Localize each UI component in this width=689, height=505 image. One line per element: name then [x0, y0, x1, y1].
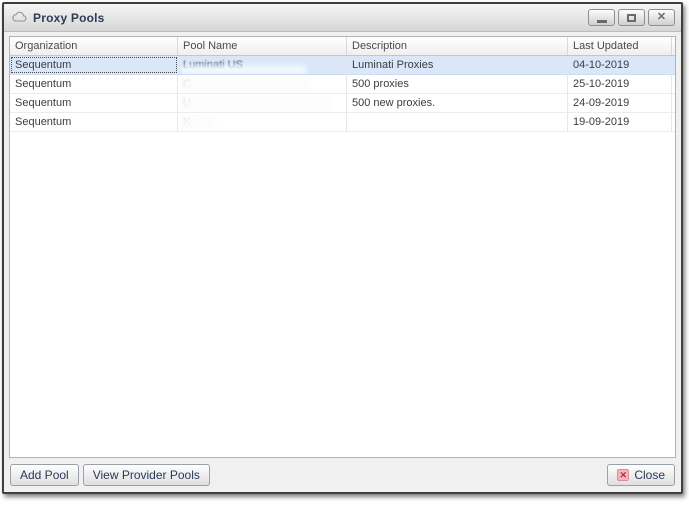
- add-pool-button[interactable]: Add Pool: [10, 464, 79, 486]
- redaction-smudge: [181, 96, 333, 111]
- cell-filler: [672, 113, 675, 131]
- table-row[interactable]: SequentumU500 new proxies.24-09-2019: [10, 94, 675, 113]
- cell-filler: [672, 94, 675, 112]
- table-header-row: Organization Pool Name Description Last Upd…: [10, 37, 675, 56]
- cell-description: [347, 113, 568, 131]
- cell-last-updated: 25-10-2019: [568, 75, 672, 93]
- proxy-pools-window: Proxy Pools ✕ Organization Pool Name Descr…: [2, 2, 683, 494]
- window-title: Proxy Pools: [33, 10, 105, 25]
- button-bar: Add Pool View Provider Pools ✕ Close: [9, 458, 676, 492]
- column-header-filler: [672, 37, 675, 55]
- close-button[interactable]: ✕ Close: [607, 464, 675, 486]
- cell-pool-name: X: [178, 113, 347, 131]
- cell-filler: [672, 56, 675, 74]
- cell-organization: Sequentum: [10, 113, 178, 131]
- view-provider-pools-button[interactable]: View Provider Pools: [82, 464, 210, 486]
- cell-last-updated: 24-09-2019: [568, 94, 672, 112]
- cell-pool-name: Luminati US: [178, 56, 347, 74]
- cell-organization: Sequentum: [10, 94, 178, 112]
- column-header-organization[interactable]: Organization: [10, 37, 178, 55]
- cell-description: Luminati Proxies: [347, 56, 568, 74]
- table-row[interactable]: SequentumX 19-09-2019: [10, 113, 675, 132]
- redaction-smudge: [181, 115, 215, 130]
- window-controls: ✕: [588, 9, 675, 26]
- cell-description: 500 proxies: [347, 75, 568, 93]
- redaction-smudge: [181, 65, 307, 74]
- titlebar[interactable]: Proxy Pools ✕: [4, 4, 681, 32]
- column-header-pool-name[interactable]: Pool Name: [178, 37, 347, 55]
- minimize-button[interactable]: [588, 9, 615, 26]
- cell-organization: Sequentum: [10, 56, 178, 74]
- cloud-icon: [12, 9, 27, 27]
- view-provider-pools-label: View Provider Pools: [92, 468, 200, 482]
- column-header-description[interactable]: Description: [347, 37, 568, 55]
- redaction-smudge: [181, 77, 309, 92]
- column-header-last-updated[interactable]: Last Updated: [568, 37, 672, 55]
- cell-pool-name: C: [178, 75, 347, 93]
- close-window-button[interactable]: ✕: [648, 9, 675, 26]
- close-label: Close: [634, 468, 665, 482]
- proxy-pools-table: Organization Pool Name Description Last Upd…: [9, 36, 676, 458]
- close-x-icon: ✕: [656, 11, 667, 23]
- maximize-button[interactable]: [618, 9, 645, 26]
- client-area: Organization Pool Name Description Last Upd…: [4, 32, 681, 492]
- minimize-icon: [596, 20, 607, 23]
- cell-filler: [672, 75, 675, 93]
- cell-last-updated: 19-09-2019: [568, 113, 672, 131]
- cell-organization: Sequentum: [10, 75, 178, 93]
- cell-description: 500 new proxies.: [347, 94, 568, 112]
- add-pool-label: Add Pool: [20, 468, 69, 482]
- maximize-icon: [627, 13, 636, 22]
- cell-pool-name: U: [178, 94, 347, 112]
- cell-last-updated: 04-10-2019: [568, 56, 672, 74]
- red-x-icon: ✕: [617, 469, 630, 481]
